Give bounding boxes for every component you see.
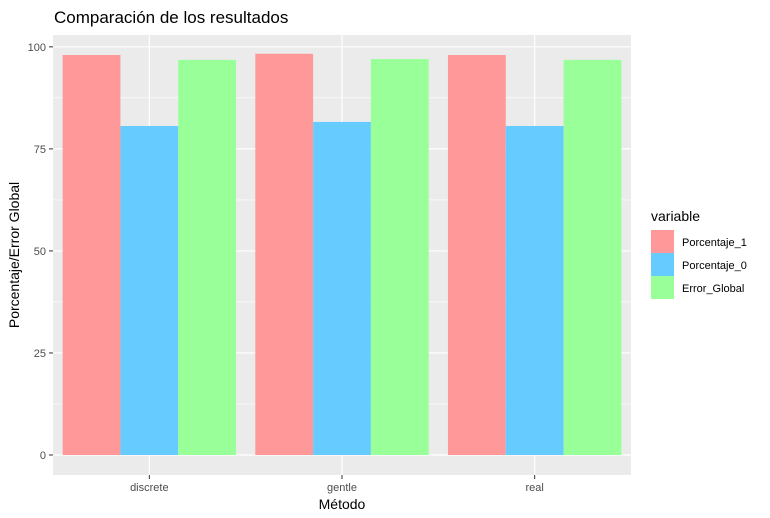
- y-axis-label: Porcentaje/Error Global: [6, 182, 22, 328]
- x-axis-label: Método: [319, 496, 366, 512]
- legend-title: variable: [651, 208, 700, 224]
- legend-label: Error_Global: [682, 283, 744, 295]
- legend-swatch: [651, 276, 674, 299]
- x-tick-label: real: [525, 482, 543, 494]
- x-axis: discrete gentle real: [130, 475, 544, 494]
- y-tick-label: 100: [28, 42, 46, 54]
- y-tick-label: 75: [34, 144, 46, 156]
- bar-Porcentaje_1-discrete: [62, 55, 121, 455]
- legend-label: Porcentaje_0: [682, 260, 747, 272]
- bar-Porcentaje_0-discrete: [120, 126, 179, 455]
- y-axis: 0 25 50 75 100: [28, 42, 53, 462]
- y-tick-label: 25: [34, 348, 46, 360]
- x-tick-label: discrete: [130, 482, 169, 494]
- bar-Porcentaje_1-real: [447, 55, 506, 455]
- bar-Error_Global-gentle: [370, 59, 429, 455]
- bar-Error_Global-real: [563, 59, 622, 456]
- bars: [62, 53, 622, 456]
- legend-label: Porcentaje_1: [682, 237, 747, 249]
- legend: variable Porcentaje_1 Porcentaje_0 Error_G…: [651, 208, 747, 299]
- bar-Porcentaje_1-gentle: [255, 53, 314, 455]
- legend-swatch: [651, 253, 674, 276]
- bar-Error_Global-discrete: [178, 59, 237, 456]
- legend-swatch: [651, 230, 674, 253]
- bar-Porcentaje_0-real: [505, 126, 564, 455]
- y-tick-label: 50: [34, 246, 46, 258]
- chart-title: Comparación de los resultados: [54, 8, 288, 27]
- x-tick-label: gentle: [327, 482, 357, 494]
- y-tick-label: 0: [40, 450, 46, 462]
- bar-Porcentaje_0-gentle: [313, 121, 371, 455]
